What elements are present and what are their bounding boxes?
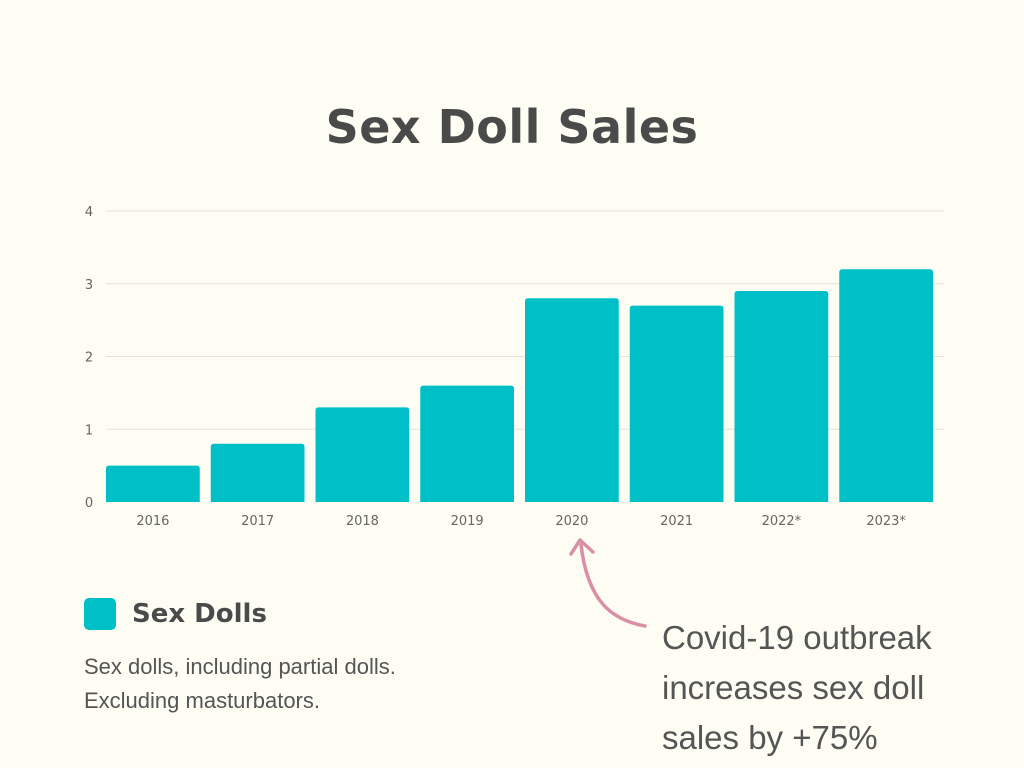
bar-2019: [420, 385, 514, 502]
x-tick-label: 2018: [346, 514, 379, 529]
bar-2021: [629, 305, 724, 502]
legend-note: Sex dolls, including partial dolls. Excl…: [84, 650, 484, 718]
annotation-line: sales by +75%: [662, 719, 878, 756]
x-tick-labels: 2016 2017 2018 2019 2020 2021 2022* 2023*: [136, 514, 906, 529]
y-tick-label: 3: [85, 278, 93, 293]
legend-swatch: [84, 598, 116, 630]
x-tick-label: 2016: [136, 514, 169, 529]
bar-2017: [210, 443, 305, 502]
y-tick-label: 1: [85, 423, 93, 438]
bar-2016: [106, 465, 200, 502]
bar-2018: [315, 407, 410, 502]
legend-note-line: Sex dolls, including partial dolls.: [84, 654, 396, 679]
x-tick-label: 2017: [241, 514, 274, 529]
legend-note-line: Excluding masturbators.: [84, 688, 320, 713]
bar-2020: [525, 298, 619, 502]
x-tick-label: 2021: [660, 514, 693, 529]
annotation-line: Covid-19 outbreak: [662, 619, 932, 656]
x-tick-label: 2022*: [762, 514, 802, 529]
annotation-line: increases sex doll: [662, 669, 925, 706]
legend-label: Sex Dolls: [132, 599, 267, 629]
x-tick-label: 2020: [555, 514, 588, 529]
bars: [106, 269, 933, 502]
covid-annotation: Covid-19 outbreak increases sex doll sal…: [662, 613, 1002, 763]
chart-legend: Sex Dolls: [84, 598, 267, 630]
y-tick-label: 0: [85, 496, 93, 511]
y-tick-label: 4: [85, 205, 93, 220]
bar-2023-est: [839, 269, 933, 502]
y-tick-label: 2: [85, 351, 93, 366]
chart-title: Sex Doll Sales: [325, 100, 699, 154]
annotation-arrow-icon: [579, 543, 647, 628]
annotation-arrowhead-icon: [569, 538, 595, 556]
bar-2022-est: [734, 291, 829, 502]
x-tick-label: 2019: [451, 514, 484, 529]
x-tick-label: 2023*: [866, 514, 906, 529]
y-tick-labels: 0 1 2 3 4: [85, 205, 93, 511]
